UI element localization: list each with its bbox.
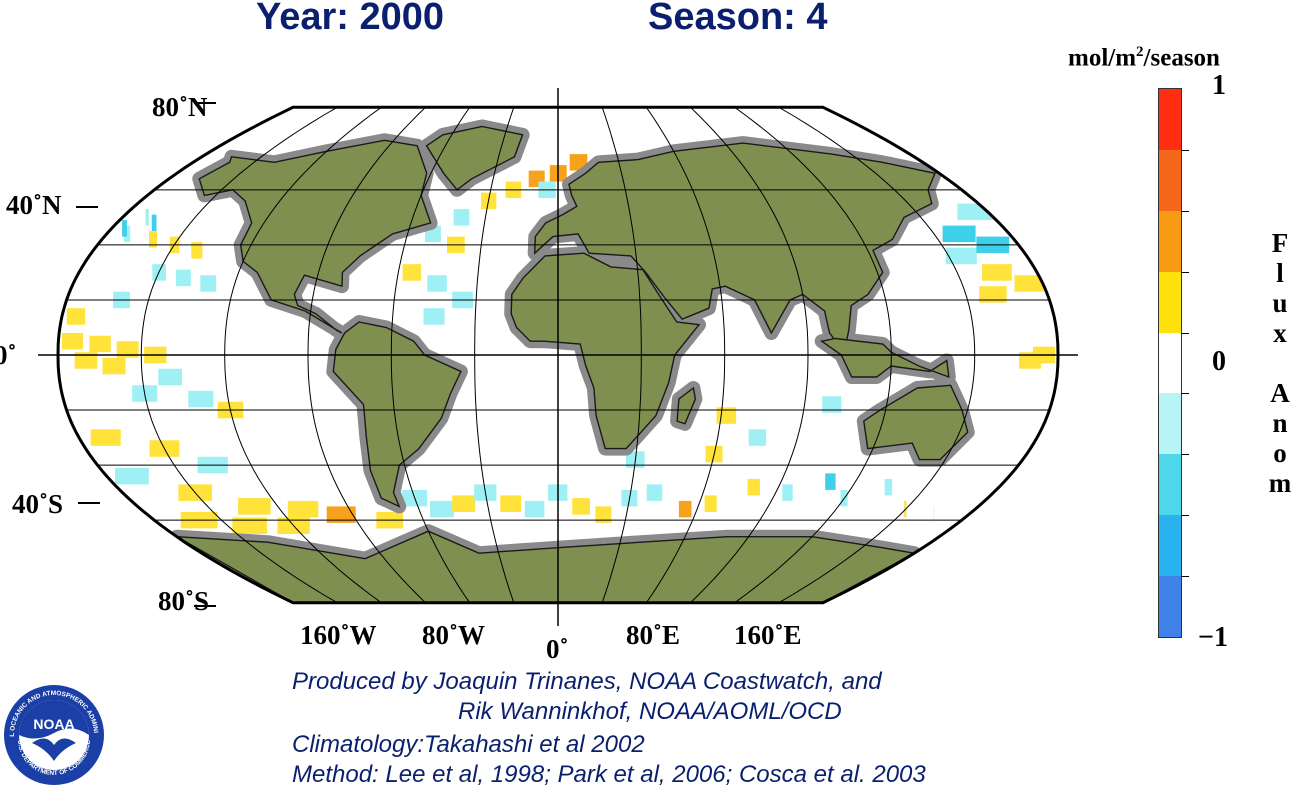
lon-label-80e: 80˚E xyxy=(626,620,680,651)
anomaly-cell xyxy=(122,220,127,237)
anomaly-cell xyxy=(679,501,692,518)
anomaly-cell xyxy=(782,484,792,501)
lat-label-40n: 40˚N xyxy=(6,190,62,221)
anomaly-cell xyxy=(525,501,545,518)
colorbar-min-label: −1 xyxy=(1198,622,1228,654)
anomaly-cell xyxy=(943,226,976,243)
colorbar-tick xyxy=(1181,393,1189,394)
anomaly-cell xyxy=(91,429,121,446)
colorbar-max-label: 1 xyxy=(1212,70,1226,102)
anomaly-cell xyxy=(885,479,892,496)
credits-line-4: Method: Lee et al, 1998; Park et al, 200… xyxy=(292,761,926,789)
anomaly-cell xyxy=(238,498,271,514)
anomaly-cell xyxy=(115,468,149,485)
anomaly-cell xyxy=(103,358,126,375)
colorbar-segment xyxy=(1159,454,1181,515)
anomaly-cell xyxy=(647,484,663,501)
lat-label-40s: 40˚S xyxy=(12,489,63,520)
anomaly-cell xyxy=(288,501,319,518)
colorbar-tick xyxy=(1181,333,1189,334)
colorbar-units: mol/m2/season xyxy=(1068,44,1220,72)
noaa-logo-icon: NOAA NATIONAL OCEANIC AND ATMOSPHERIC AD… xyxy=(2,683,106,787)
lon-label-80w: 80˚W xyxy=(422,620,485,651)
credits-line-3: Climatology:Takahashi et al 2002 xyxy=(292,731,645,759)
anomaly-cell xyxy=(424,308,445,325)
colorbar-segment xyxy=(1159,272,1181,333)
anomaly-cell xyxy=(749,429,766,446)
anomaly-cell xyxy=(454,209,470,226)
colorbar-segment xyxy=(1159,515,1181,576)
colorbar-segment xyxy=(1159,393,1181,454)
colorbar-segment xyxy=(1159,333,1181,394)
anomaly-cell xyxy=(188,391,213,408)
credits-line-2: Rik Wanninkhof, NOAA/AOML/OCD xyxy=(458,698,842,726)
colorbar-tick xyxy=(1181,272,1189,273)
colorbar-title: F l u x A n o m xyxy=(1268,228,1292,498)
lat-label-80n: 80˚N xyxy=(152,92,208,123)
anomaly-cell xyxy=(946,248,977,265)
colorbar-tick xyxy=(1181,515,1189,516)
anomaly-cell xyxy=(705,495,717,512)
anomaly-cell xyxy=(825,473,835,490)
colorbar-tick xyxy=(1181,211,1189,212)
lat-label-equator: 0˚ xyxy=(0,340,17,371)
anomaly-cell xyxy=(572,498,590,514)
colorbar xyxy=(1158,88,1182,638)
credits-line-1: Produced by Joaquin Trinanes, NOAA Coast… xyxy=(292,668,882,696)
colorbar-segment xyxy=(1159,89,1181,150)
anomaly-cell xyxy=(403,264,422,281)
colorbar-tick xyxy=(1181,150,1189,151)
colorbar-segment xyxy=(1159,576,1181,637)
anomaly-cell xyxy=(152,215,157,232)
anomaly-cell xyxy=(176,270,191,287)
anomaly-cell xyxy=(452,495,475,512)
anomaly-cell xyxy=(67,308,85,325)
lon-label-0: 0˚ xyxy=(546,634,569,665)
anomaly-cell xyxy=(89,336,110,353)
lat-label-80s: 80˚S xyxy=(158,586,209,617)
anomaly-cell xyxy=(62,333,83,350)
colorbar-tick xyxy=(1181,454,1189,455)
colorbar-segment xyxy=(1159,150,1181,211)
lon-label-160e: 160˚E xyxy=(734,620,802,651)
colorbar-mid-label: 0 xyxy=(1212,346,1226,378)
anomaly-cell xyxy=(146,209,149,226)
anomaly-cell xyxy=(200,275,216,292)
svg-text:NOAA: NOAA xyxy=(33,716,74,732)
anomaly-cell xyxy=(427,275,447,292)
anomaly-cell xyxy=(748,479,760,496)
anomaly-cell xyxy=(430,501,454,518)
colorbar-segment xyxy=(1159,211,1181,272)
anomaly-cell xyxy=(500,495,521,512)
anomaly-cell xyxy=(982,264,1012,281)
anomaly-cell xyxy=(158,369,182,386)
colorbar-tick xyxy=(1181,576,1189,577)
lon-label-160w: 160˚W xyxy=(300,620,377,651)
